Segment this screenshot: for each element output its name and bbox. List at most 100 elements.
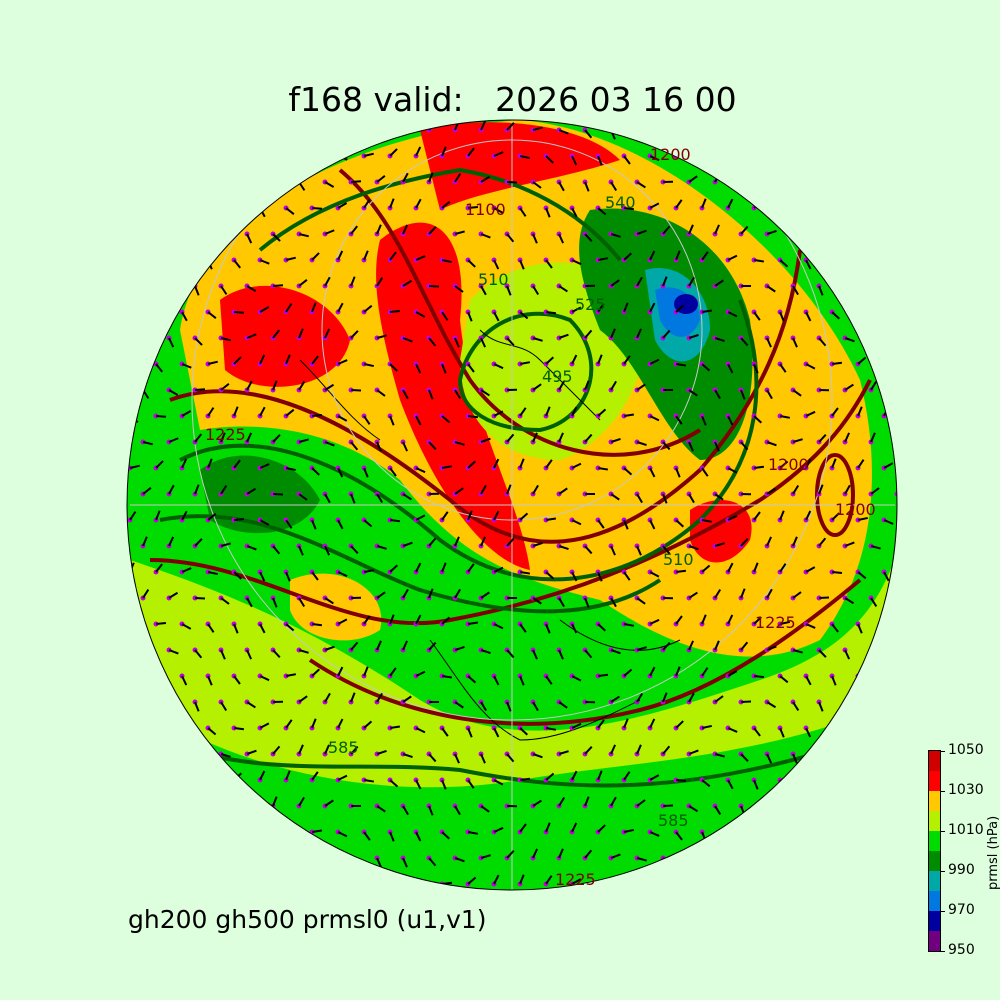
wind-point [270,179,276,185]
wind-point [283,829,289,835]
wind-point [764,803,770,809]
wind-vector [155,510,161,521]
wind-vector [454,230,465,235]
wind-vector [805,727,812,738]
wind-point [894,127,897,133]
wind-point [179,829,185,835]
wind-vector [831,623,839,633]
high-pressure-west [220,285,350,387]
wind-point [127,413,133,419]
wind-vector [662,692,668,703]
wind-vector [311,829,323,833]
wind-vector [259,354,266,365]
wind-vector [142,805,150,816]
wind-vector [389,831,395,842]
colorbar [928,750,941,952]
wind-point [816,803,822,809]
wind-point [244,127,250,133]
wind-vector [740,441,749,451]
wind-vector [571,354,578,365]
wind-vector [818,649,827,658]
wind-vector [766,588,773,599]
wind-point [231,829,237,835]
globe-outline [126,119,898,891]
wind-vector [701,467,709,477]
wind-vector [558,701,568,709]
wind-vector [610,695,620,703]
wind-vector [441,465,453,469]
wind-point [855,881,861,887]
wind-vector [623,718,629,729]
wind-vector [415,779,422,790]
wind-vector [896,129,897,139]
wind-vector [779,831,790,836]
wind-point [127,829,133,835]
wind-vector [857,356,867,365]
wind-vector [610,380,617,391]
wind-vector [402,337,413,343]
wind-vector [467,563,475,573]
wind-vector [870,181,877,192]
wind-vector [753,146,759,157]
wind-vector [610,438,621,443]
wind-vector [298,279,308,287]
wind-point [842,803,848,809]
wind-vector [623,355,631,365]
wind-vector [740,588,746,599]
wind-vector [636,276,643,287]
wind-point [803,829,809,835]
wind-vector [805,827,816,833]
wind-point [127,257,133,263]
wind-vector [571,675,582,682]
wind-vector [350,330,359,339]
wind-vector [883,259,894,266]
wind-vector [649,358,660,365]
colorbar-segment [929,891,940,911]
wind-point [127,725,133,731]
wind-vector [454,337,460,348]
wind-vector [259,675,270,682]
wind-vector [272,745,281,755]
wind-vector [233,623,239,634]
wind-vector [324,744,330,755]
wind-point [894,699,897,705]
wind-vector [753,882,765,885]
wind-vector [727,146,734,157]
wind-point [738,855,744,861]
wind-vector [142,589,150,599]
figure-subtitle: gh200 gh500 prmsl0 (u1,v1) [128,905,487,934]
wind-point [881,725,887,731]
wind-vector [740,172,746,183]
wind-vector [649,571,660,578]
wind-vector [571,571,578,582]
wind-vector [129,201,139,209]
contour-label: 1200 [835,500,876,519]
wind-vector [311,883,321,890]
wind-point [335,881,341,887]
wind-point [595,881,601,887]
wind-vector [753,465,765,469]
wind-point [881,309,887,315]
wind-vector [844,701,851,712]
wind-vector [766,337,772,348]
wind-vector [467,727,473,738]
wind-vector [636,441,647,446]
figure-title: f168 valid: 2026 03 16 00 [288,80,737,119]
wind-vector [675,666,681,677]
wind-vector [337,831,348,838]
wind-vector [714,279,724,287]
wind-point [140,647,146,653]
wind-vector [831,311,841,320]
wind-vector [493,727,500,738]
wind-point [127,881,133,887]
wind-vector [805,150,816,157]
wind-vector [207,571,218,576]
wind-vector [831,207,839,217]
wind-point [218,179,224,185]
wind-point [166,751,172,757]
wind-vector [402,389,409,400]
wind-vector [610,545,616,556]
wind-point [153,725,159,731]
wind-vector [415,514,426,521]
wind-vector [727,467,738,474]
